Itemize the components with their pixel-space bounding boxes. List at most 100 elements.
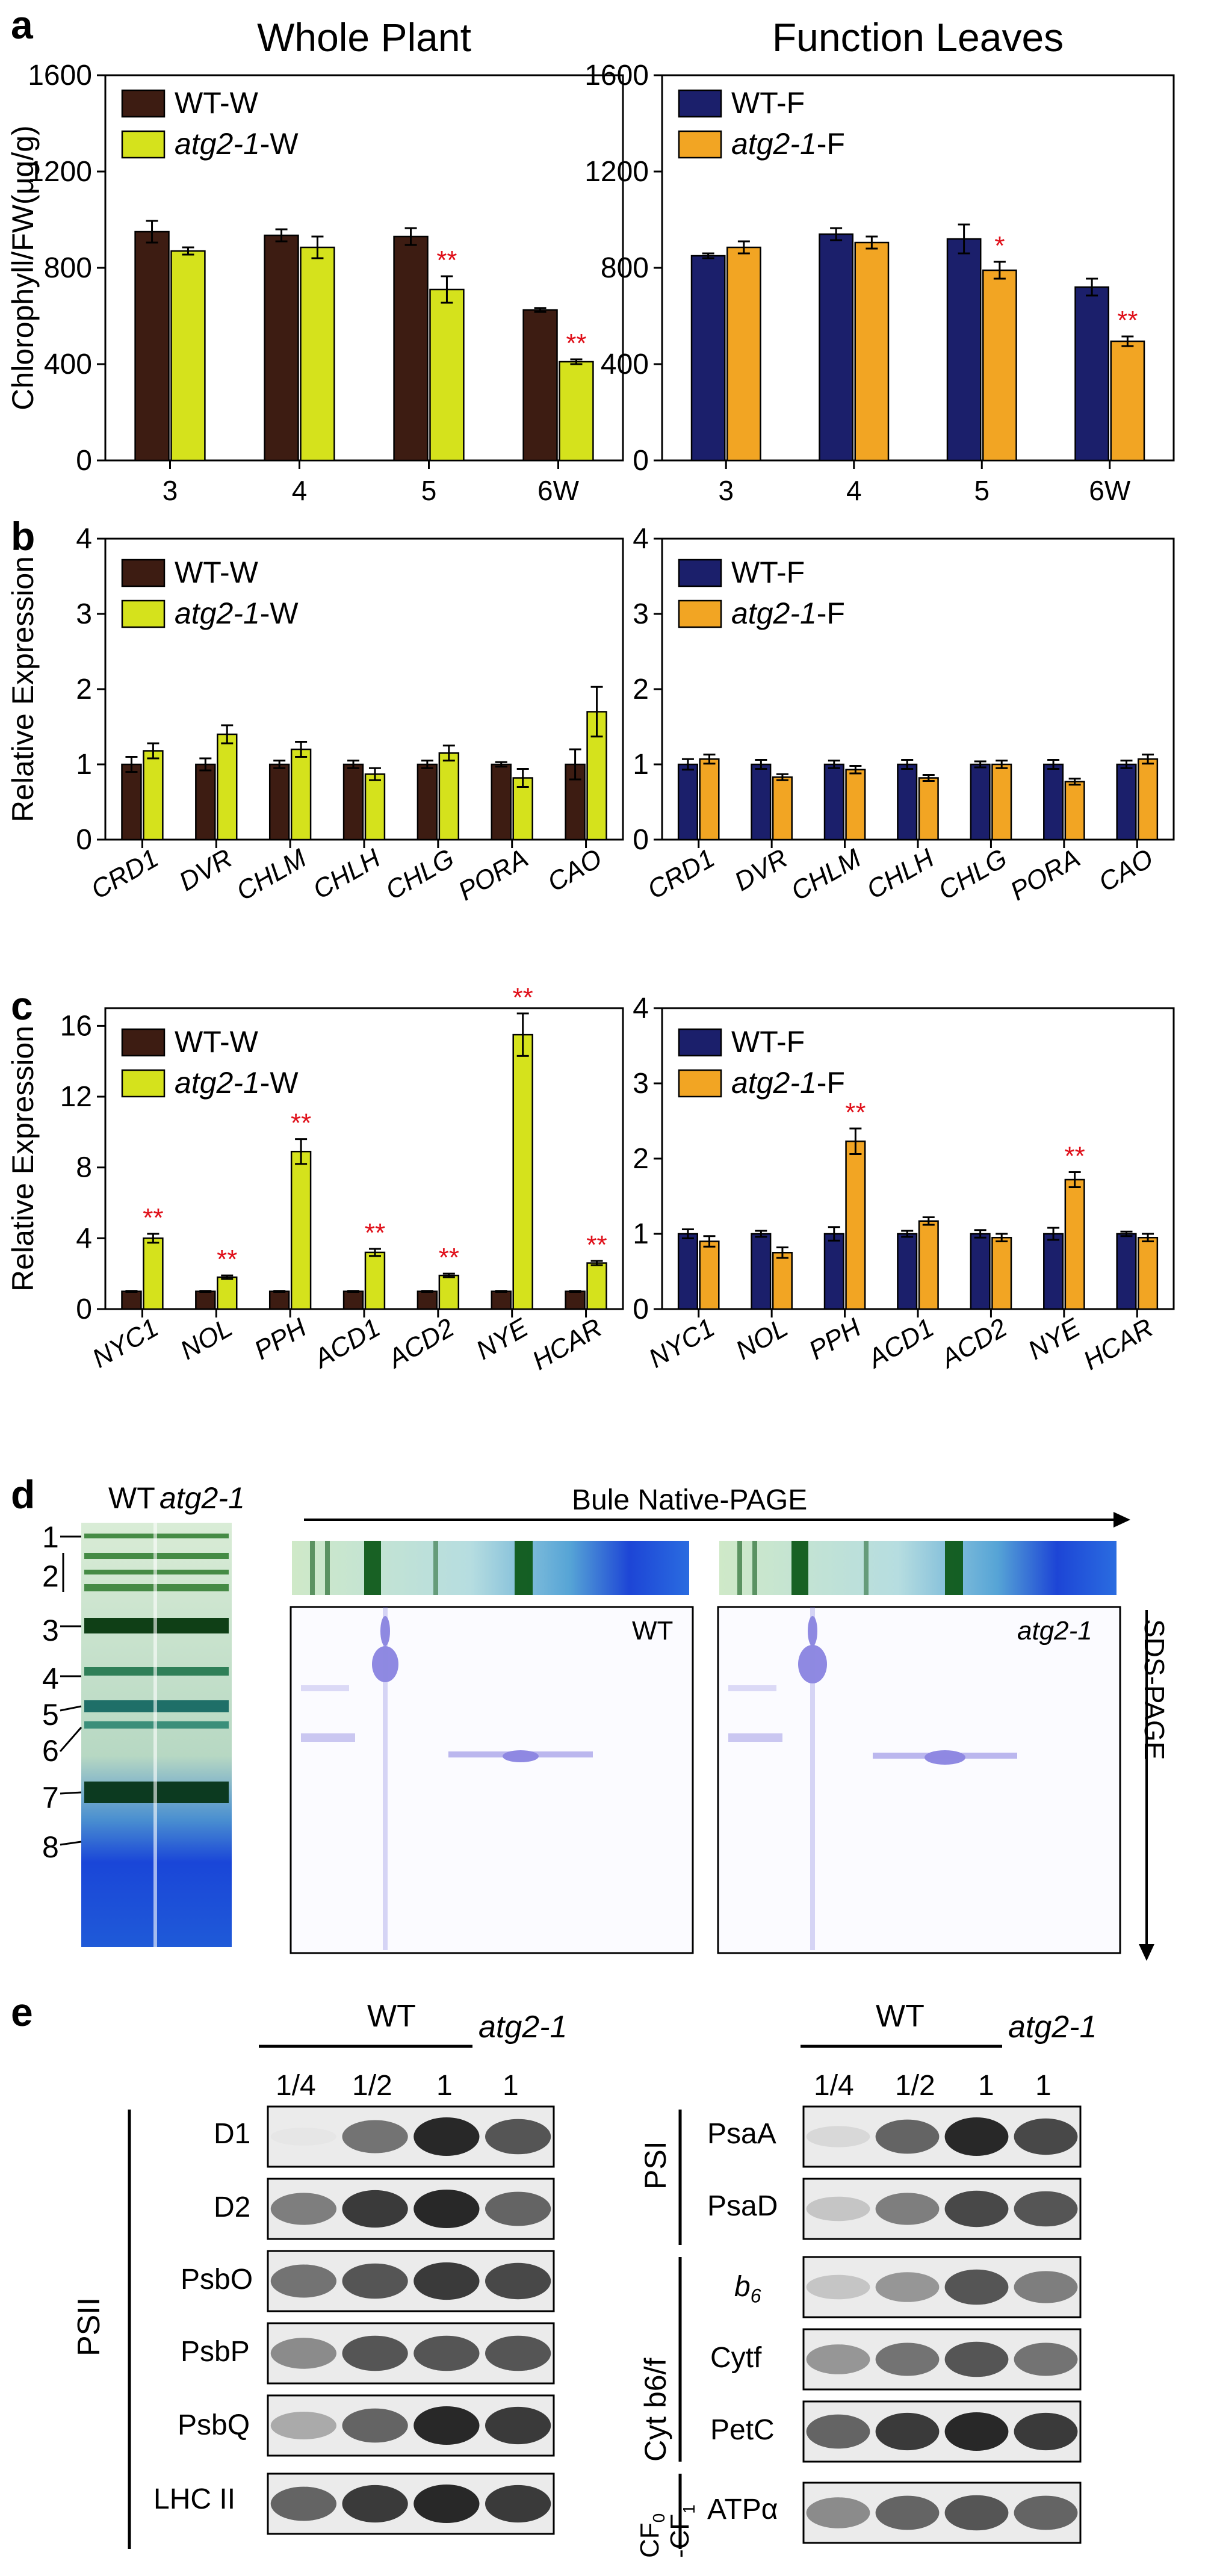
x-tick-label: 5	[421, 475, 437, 506]
blot-right-row-5-band-1	[806, 2414, 870, 2449]
legend-swatch-0	[678, 1028, 722, 1057]
band-number-5: 5	[42, 1698, 59, 1732]
legend-swatch-0	[121, 1028, 166, 1057]
x-tick-label: HCAR	[527, 1313, 607, 1376]
blot-right-row-6-band-3	[944, 2495, 1009, 2531]
bar-WT-F-CHLM	[823, 763, 844, 841]
x-tick-label: NYC1	[644, 1313, 720, 1373]
bn-strip-mutant	[719, 1541, 1117, 1595]
blot-left-row-3-band-4	[485, 2262, 551, 2300]
y-tick-label: 16	[60, 1010, 92, 1042]
y-tick-label: 3	[633, 598, 649, 630]
blot-left-row-2-band-3	[413, 2190, 480, 2228]
lane-label-right-2: 1/2	[895, 2070, 935, 2102]
bar-WT-F-CHLG	[970, 763, 991, 841]
blot-left-row-6-band-4	[485, 2485, 551, 2523]
bar-WT-W-3	[134, 231, 170, 462]
panel-label-d: d	[11, 1472, 36, 1517]
band-number-1: 1	[42, 1520, 59, 1554]
lane-label-left-2: 1/2	[352, 2070, 392, 2102]
legend-label-1: atg2-1-F	[731, 127, 845, 161]
y-tick-label: 3	[633, 1068, 649, 1100]
blot-right-row-4-band-3	[944, 2341, 1009, 2377]
blot-right-row-2-band-3	[944, 2190, 1009, 2228]
bar-atg2-1-F-ACD2	[991, 1237, 1012, 1310]
legend-swatch-1	[678, 599, 722, 628]
y-tick-label: 4	[76, 1222, 92, 1254]
bar-atg2-1-W-6W	[559, 361, 594, 462]
y-tick-label: 400	[601, 348, 649, 380]
x-tick-label: CHLM	[232, 843, 312, 906]
blot-right-row-3-band-2	[875, 2272, 940, 2302]
bar-WT-W-ACD1	[342, 1290, 364, 1310]
blot-left-row-5-band-2	[342, 2408, 408, 2443]
x-tick-label: NOL	[731, 1313, 793, 1366]
bar-WT-F-CHLH	[897, 763, 918, 841]
bar-WT-F-6W	[1074, 286, 1109, 462]
bar-WT-F-ACD1	[897, 1233, 918, 1310]
blot-left-row-2-band-4	[485, 2191, 551, 2226]
x-tick-label: NYC1	[87, 1313, 163, 1373]
x-tick-label: CRD1	[642, 843, 719, 905]
legend-label-0: WT-W	[175, 1025, 259, 1059]
gel-label-mutant: atg2-1	[1017, 1616, 1092, 1646]
blot-right-row-1-band-4	[1014, 2118, 1078, 2155]
bar-atg2-1-F-HCAR	[1138, 1237, 1159, 1310]
blot-label-b6-sub: 6	[750, 2285, 761, 2307]
blot-label-psad: PsaD	[707, 2190, 778, 2222]
bar-atg2-1-F-NYC1	[699, 1240, 720, 1310]
x-tick-label: NYE	[1023, 1313, 1085, 1366]
blot-right-row-1-band-1	[806, 2126, 870, 2147]
bar-atg2-1-W-5	[429, 288, 465, 462]
bar-WT-F-NYC1	[677, 1233, 698, 1310]
bar-WT-F-NOL	[751, 1233, 772, 1310]
x-tick-label: 4	[846, 475, 862, 506]
bar-WT-W-CHLH	[342, 763, 364, 841]
cf-top: CF	[635, 2522, 664, 2558]
y-tick-label: 0	[76, 1293, 92, 1325]
bar-atg2-1-F-NYE	[1064, 1178, 1085, 1310]
y-tick-label: 800	[44, 252, 92, 284]
significance-mark: **	[1065, 1142, 1085, 1171]
blot-left-row-6-band-2	[342, 2485, 408, 2523]
bar-WT-W-CHLG	[417, 763, 438, 841]
blot-header-wt-left: WT	[367, 1999, 416, 2034]
bar-WT-F-HCAR	[1116, 1233, 1137, 1310]
y-tick-label: 0	[76, 445, 92, 477]
significance-mark: **	[1117, 306, 1138, 335]
first-dimension-gel	[59, 1523, 232, 1947]
sds-gel-wt	[290, 1606, 694, 1954]
legend-label-suffix: -W	[260, 1066, 299, 1100]
bar-WT-F-5	[946, 238, 982, 462]
band-number-7: 7	[42, 1781, 59, 1815]
blot-right-row-4-band-1	[806, 2344, 870, 2374]
y-tick-label: 1	[633, 1218, 649, 1250]
blot-label-petc: PetC	[710, 2414, 775, 2446]
x-tick-label: PPH	[804, 1313, 866, 1366]
gel-images	[59, 1512, 1154, 1961]
bar-WT-W-CHLM	[268, 763, 290, 841]
cf-bottom-sub: 1	[679, 2504, 698, 2514]
y-tick-label: 8	[76, 1152, 92, 1184]
legend-label-italic: atg2-1	[175, 127, 260, 161]
legend-swatch-1	[121, 1069, 166, 1098]
x-tick-label: CAO	[1094, 843, 1158, 897]
bar-atg2-1-W-NOL	[217, 1276, 238, 1310]
legend-label-0: WT-F	[731, 556, 805, 589]
blot-right-row-5-band-4	[1014, 2412, 1078, 2451]
legend-label-suffix: -F	[817, 127, 845, 161]
bar-WT-W-6W	[522, 309, 558, 462]
y-axis-label: Relative Expression	[6, 556, 40, 822]
x-tick-label: PORA	[453, 843, 533, 906]
y-tick-label: 2	[633, 1143, 649, 1175]
group-label-cf1: -CF1	[665, 2504, 699, 2558]
blot-header-wt-right: WT	[876, 1999, 925, 2034]
blot-left-row-5-band-4	[485, 2406, 551, 2445]
bar-atg2-1-F-PORA	[1064, 781, 1085, 841]
lane-label-right-4: 1	[1035, 2070, 1051, 2102]
blot-right-row-5-band-3	[944, 2412, 1009, 2451]
legend-label-suffix: -F	[817, 1066, 845, 1100]
bar-WT-F-ACD2	[970, 1233, 991, 1310]
y-tick-label: 3	[76, 598, 92, 630]
